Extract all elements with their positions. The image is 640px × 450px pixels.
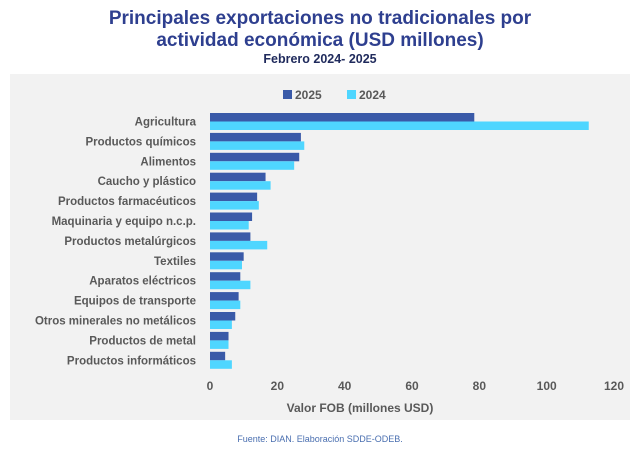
legend-swatch-2024 [347, 90, 356, 99]
chart-subtitle: Febrero 2024- 2025 [263, 52, 377, 66]
bar-2024 [210, 300, 241, 310]
bar-2025 [210, 132, 301, 142]
legend-label-2025: 2025 [295, 88, 322, 102]
bar-chart: 2025 2024 Agricultura Productos químicos Ali… [35, 88, 624, 415]
bar-2024 [210, 181, 271, 190]
source-note: Fuente: DIAN. Elaboración SDDE-ODEB. [237, 434, 403, 444]
bar-2024 [210, 320, 232, 329]
category-label: Productos farmacéuticos [58, 196, 196, 208]
category-label: Otros minerales no metálicos [35, 316, 196, 328]
bar-2025 [210, 212, 253, 221]
chart-title-line-2: actividad económica (USD millones) [156, 30, 484, 51]
category-label: Productos de metal [89, 335, 196, 347]
category-label: Productos metalúrgicos [64, 236, 196, 248]
category-label: Textiles [154, 256, 196, 268]
chart-panel: 2025 2024 Agricultura Productos químicos Ali… [10, 74, 630, 420]
bar-2025 [210, 292, 239, 301]
bar-2025 [210, 252, 244, 261]
x-tick-label: 100 [537, 379, 557, 393]
bar-2024 [210, 221, 249, 230]
x-tick-label: 80 [473, 379, 487, 393]
bar-2025 [210, 272, 241, 281]
bar-2025 [210, 113, 475, 122]
bar-2024 [210, 161, 295, 170]
x-tick-label: 120 [604, 379, 624, 393]
bar-2025 [210, 331, 229, 341]
bar-2024 [210, 240, 268, 250]
category-label: Alimentos [140, 156, 196, 168]
category-label: Productos informáticos [67, 355, 196, 367]
x-tick-label: 40 [338, 379, 352, 393]
bar-2025 [210, 172, 266, 182]
category-label: Maquinaria y equipo n.c.p. [52, 216, 196, 228]
bar-2025 [210, 351, 226, 361]
bar-2025 [210, 232, 251, 241]
bar-2024 [210, 201, 259, 210]
category-label: Productos químicos [85, 136, 196, 148]
bar-2024 [210, 340, 229, 349]
legend-label-2024: 2024 [359, 88, 386, 102]
bar-2024 [210, 280, 251, 290]
x-axis-title: Valor FOB (millones USD) [287, 401, 434, 415]
bar-2025 [210, 192, 258, 202]
bar-2025 [210, 312, 236, 321]
chart-title-line-1: Principales exportaciones no tradicional… [108, 8, 532, 29]
category-label: Agricultura [135, 117, 197, 129]
category-label: Aparatos eléctricos [89, 276, 196, 288]
x-tick-label: 20 [271, 379, 285, 393]
bar-2024 [210, 260, 242, 270]
legend-swatch-2025 [283, 90, 292, 99]
bar-2024 [210, 121, 589, 130]
x-tick-label: 60 [405, 379, 419, 393]
bar-2025 [210, 152, 300, 162]
category-label: Caucho y plástico [98, 176, 196, 188]
x-tick-label: 0 [207, 379, 214, 393]
category-label: Equipos de transporte [74, 296, 196, 308]
bar-2024 [210, 141, 305, 150]
bar-2024 [210, 360, 232, 369]
chart-title: Principales exportaciones no tradicional… [0, 8, 640, 52]
